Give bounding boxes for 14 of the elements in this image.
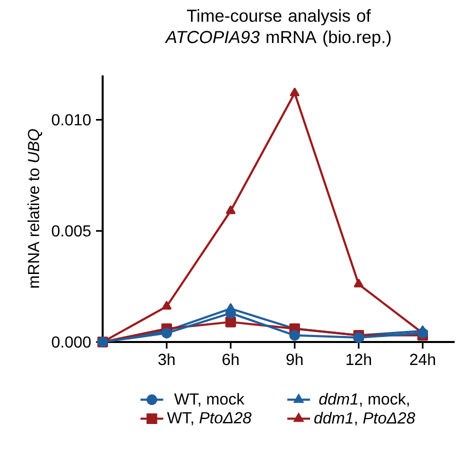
x-tick-label: 24h [410, 353, 435, 365]
legend-label: ddm1, mock, [319, 392, 409, 407]
legend-label: WT, mock [174, 392, 244, 407]
x-tick-label: 3h [158, 353, 175, 366]
legend-label: WT, PtoΔ28 [167, 412, 252, 426]
x-tick-label: 9h [286, 353, 303, 366]
x-tick-label: 12h [346, 353, 371, 365]
y-tick-label: 0.010 [52, 114, 91, 126]
y-tick-label: 0.000 [52, 336, 91, 348]
y-tick-label: 0.005 [52, 225, 91, 237]
legend-label: ddm1, PtoΔ28 [314, 412, 416, 426]
x-tick-label: 6h [222, 353, 239, 366]
y-axis-title: mRNA relative to UBQ [27, 129, 42, 288]
chart-title: Time-course analysis of ATCOPIA93 mRNA (bio.rep.) [164, 9, 391, 47]
